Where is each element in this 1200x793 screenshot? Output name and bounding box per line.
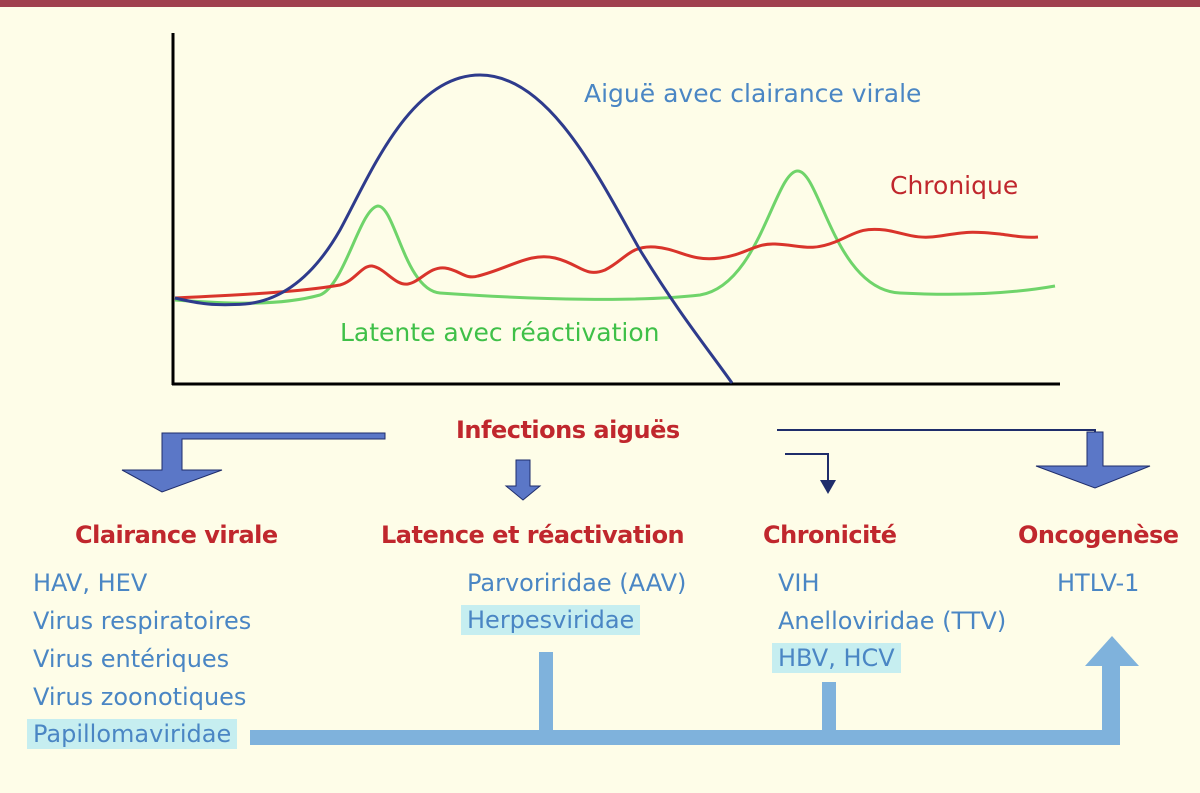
acute-clearance-curve xyxy=(174,73,734,384)
clearance-item: Virus respiratoires xyxy=(33,607,252,635)
oncogenesis-heading: Oncogenèse xyxy=(1018,521,1179,549)
chronicity-heading: Chronicité xyxy=(763,521,897,549)
latent-reactivation-curve xyxy=(174,169,1056,305)
center-heading: Infections aiguës xyxy=(456,416,680,444)
clearance-heading: Clairance virale xyxy=(75,521,278,549)
chronic-curve-label: Chronique xyxy=(890,171,1019,200)
arrow-to-latency xyxy=(504,459,542,501)
clearance-item: HAV, HEV xyxy=(33,569,148,597)
arrow-to-clearance xyxy=(121,432,386,493)
oncogenic-connector xyxy=(250,636,1139,745)
latent-curve-label: Latente avec réactivation xyxy=(340,318,660,347)
chronicity-item: VIH xyxy=(778,569,820,597)
clearance-highlighted-item: Papillomaviridae xyxy=(27,719,238,749)
clearance-item: Virus zoonotiques xyxy=(33,683,247,711)
oncogenesis-item: HTLV-1 xyxy=(1057,569,1140,597)
chronic-curve xyxy=(174,227,1039,300)
clearance-item: Virus entériques xyxy=(33,645,230,673)
chronicity-item: Anelloviridae (TTV) xyxy=(778,607,1007,635)
top-border-bar xyxy=(0,0,1200,7)
arrow-to-oncogenesis-head xyxy=(1035,431,1151,489)
chronicity-highlighted-item: HBV, HCV xyxy=(772,643,901,673)
arrow-to-oncogenesis-line xyxy=(777,429,1096,468)
latency-highlighted-item: Herpesviridae xyxy=(461,605,641,635)
arrow-to-chronicity-head xyxy=(820,480,836,494)
acute-curve-label: Aiguë avec clairance virale xyxy=(584,79,922,108)
latency-item: Parvoriridae (AAV) xyxy=(467,569,687,597)
arrow-to-chronicity xyxy=(785,453,829,490)
latency-heading: Latence et réactivation xyxy=(381,521,685,549)
